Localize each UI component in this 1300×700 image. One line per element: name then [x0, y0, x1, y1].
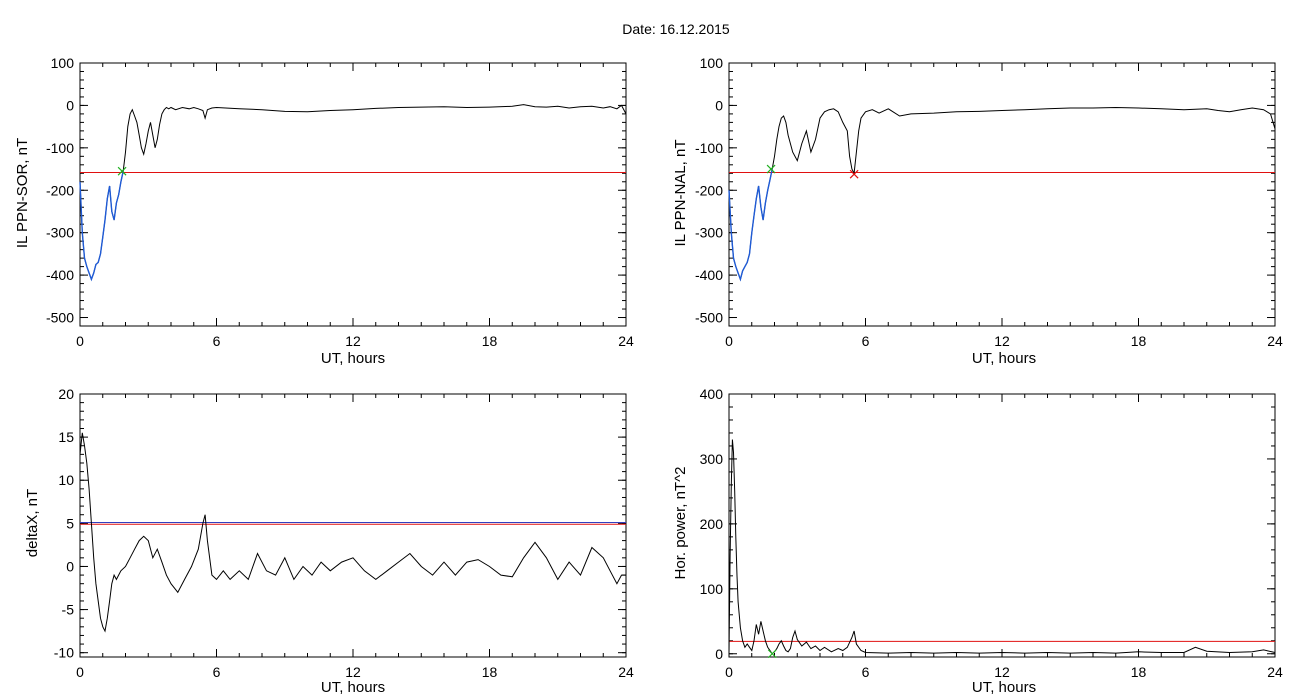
y-tick-label: -400: [46, 267, 74, 283]
series-line: [79, 432, 626, 633]
y-tick-label: 0: [715, 97, 723, 113]
y-tick-label: -100: [695, 140, 723, 156]
plot-hor-power: 0 6 12 18 24 400 300 200 100 0: [700, 386, 1283, 680]
y-tick-label: -100: [46, 140, 74, 156]
plot-deltax: 0 6 12 18 24 20 15 10 5 0 -5 -10: [54, 386, 634, 680]
plot-frame: [728, 62, 1276, 327]
panel-il-sor: IL PPN-SOR, nT UT, hours: [14, 138, 385, 367]
y-tick-label: 0: [66, 97, 74, 113]
y-tick-label: -10: [54, 645, 74, 661]
x-tick-label: 18: [482, 333, 498, 349]
xlabel-il-nal: UT, hours: [972, 350, 1036, 367]
y-tick-label: -400: [695, 267, 723, 283]
y-tick-label: 400: [700, 386, 724, 402]
plot-frame: [728, 393, 1276, 658]
y-tick-label: 0: [66, 558, 74, 574]
x-tick-label: 0: [725, 333, 733, 349]
x-tick-label: 0: [76, 664, 84, 680]
x-tick-label: 6: [862, 333, 870, 349]
x-tick-label: 24: [1267, 664, 1283, 680]
y-tick-label: 100: [51, 55, 75, 71]
figure-title: Date: 16.12.2015: [622, 21, 730, 37]
x-tick-label: 0: [725, 664, 733, 680]
x-tick-label: 0: [76, 333, 84, 349]
y-tick-label: -500: [46, 310, 74, 326]
event-mark-red: [849, 169, 859, 179]
x-tick-label: 18: [1131, 333, 1147, 349]
x-tick-label: 18: [482, 664, 498, 680]
xlabel-hor-power: UT, hours: [972, 679, 1036, 696]
plot-il-nal: 0 6 12 18 24 100 0 -100 -200 -300 -400 -500: [695, 55, 1283, 349]
y-tick-label: -300: [46, 225, 74, 241]
x-tick-label: 24: [1267, 333, 1283, 349]
y-tick-label: -5: [62, 602, 75, 618]
plot-frame: [79, 62, 627, 327]
series-line: [728, 106, 1276, 281]
y-tick-label: -200: [46, 182, 74, 198]
x-tick-label: 24: [618, 333, 634, 349]
y-tick-label: -200: [695, 182, 723, 198]
y-tick-label: -300: [695, 225, 723, 241]
event-mark-green: [766, 164, 776, 174]
panel-il-nal: IL PPN-NAL, nT UT, hours: [672, 140, 1036, 367]
ylabel-deltax: deltaX, nT: [24, 489, 41, 557]
series-highlight: [79, 171, 124, 282]
event-mark-green: [117, 166, 127, 176]
x-tick-label: 6: [213, 333, 221, 349]
y-tick-label: 100: [700, 581, 724, 597]
y-tick-label: 300: [700, 451, 724, 467]
plot-frame: [79, 393, 627, 658]
y-tick-label: -500: [695, 310, 723, 326]
plot-il-sor: 0 6 12 18 24 100 0 -100 -200 -300 -400 -500: [46, 55, 634, 349]
x-tick-label: 6: [862, 664, 870, 680]
panel-deltax: deltaX, nT UT, hours: [24, 489, 385, 696]
x-tick-label: 12: [345, 333, 361, 349]
x-tick-label: 12: [994, 664, 1010, 680]
x-tick-label: 12: [994, 333, 1010, 349]
y-tick-label: 15: [58, 429, 74, 445]
y-tick-label: 0: [715, 646, 723, 662]
event-mark-green: [767, 649, 777, 659]
x-tick-label: 12: [345, 664, 361, 680]
xlabel-deltax: UT, hours: [321, 679, 385, 696]
x-tick-label: 24: [618, 664, 634, 680]
series-line: [728, 439, 1276, 655]
ylabel-il-sor: IL PPN-SOR, nT: [14, 138, 31, 248]
x-tick-label: 18: [1131, 664, 1147, 680]
ylabel-il-nal: IL PPN-NAL, nT: [672, 140, 689, 247]
panel-hor-power: Hor. power, nT^2 UT, hours: [672, 467, 1036, 696]
xlabel-il-sor: UT, hours: [321, 350, 385, 367]
x-tick-label: 6: [213, 664, 221, 680]
y-tick-label: 10: [58, 472, 74, 488]
y-tick-label: 5: [66, 515, 74, 531]
y-tick-label: 20: [58, 386, 74, 402]
ylabel-hor-power: Hor. power, nT^2: [672, 467, 689, 580]
series-highlight: [728, 168, 773, 282]
y-tick-label: 100: [700, 55, 724, 71]
y-tick-label: 200: [700, 516, 724, 532]
series-line: [79, 104, 627, 281]
